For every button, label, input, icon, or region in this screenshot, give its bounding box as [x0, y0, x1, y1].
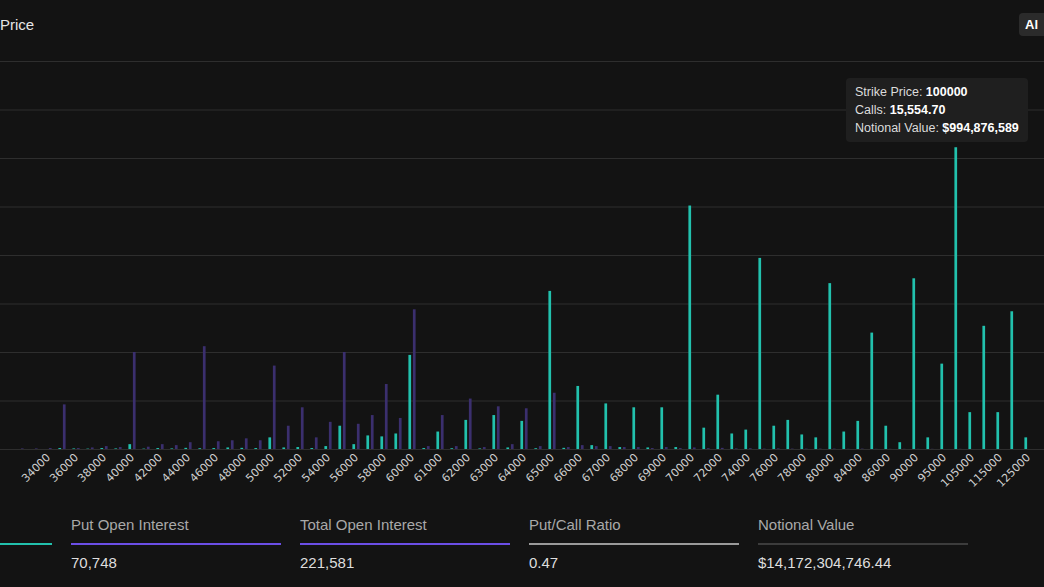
html-text:Total Open Interest: Total Open Interest: [300, 516, 427, 533]
svg-text:64000: 64000: [495, 451, 529, 485]
svg-text:74000: 74000: [719, 451, 753, 485]
svg-text:60000: 60000: [383, 451, 417, 485]
svg-text:80000: 80000: [803, 451, 837, 485]
svg-text:44000: 44000: [159, 451, 193, 485]
svg-text:58000: 58000: [355, 451, 389, 485]
svg-text:50000: 50000: [243, 451, 277, 485]
svg-text:72000: 72000: [691, 451, 725, 485]
svg-text:34000: 34000: [19, 451, 53, 485]
svg-text:65000: 65000: [523, 451, 557, 485]
html-text:Notional Value: Notional Value: [758, 516, 855, 533]
svg-text:66000: 66000: [551, 451, 585, 485]
svg-text:61000: 61000: [411, 451, 445, 485]
svg-text:46000: 46000: [187, 451, 221, 485]
html-text:Notional Value: $994,876,589: Notional Value: $994,876,589: [855, 121, 1019, 135]
html-text:Put Open Interest: Put Open Interest: [71, 516, 189, 533]
svg-text:42000: 42000: [131, 451, 165, 485]
svg-text:54000: 54000: [299, 451, 333, 485]
svg-text:68000: 68000: [607, 451, 641, 485]
svg-text:36000: 36000: [47, 451, 81, 485]
svg-text:84000: 84000: [831, 451, 865, 485]
html-text:70,748: 70,748: [71, 554, 117, 571]
svg-text:63000: 63000: [467, 451, 501, 485]
html-text:Strike Price: 100000: Strike Price: 100000: [855, 85, 968, 99]
svg-text:90000: 90000: [887, 451, 921, 485]
html-text:221,581: 221,581: [300, 554, 355, 571]
svg-text:125000: 125000: [994, 451, 1033, 490]
svg-text:95000: 95000: [915, 450, 950, 485]
html-text:Calls: 15,554.70: Calls: 15,554.70: [855, 103, 946, 117]
svg-text:78000: 78000: [775, 451, 809, 485]
svg-text:69000: 69000: [635, 451, 669, 485]
html-text:Al: Al: [1025, 17, 1038, 32]
html-text:0.47: 0.47: [529, 554, 559, 571]
svg-text:56000: 56000: [327, 451, 361, 485]
svg-text:62000: 62000: [439, 451, 473, 485]
svg-text:40000: 40000: [103, 451, 137, 485]
svg-text:105000: 105000: [938, 450, 978, 490]
svg-text:38000: 38000: [75, 451, 109, 485]
svg-text:67000: 67000: [579, 451, 613, 485]
svg-text:76000: 76000: [747, 451, 781, 485]
html-text:Put/Call Ratio: Put/Call Ratio: [529, 516, 621, 533]
html-text:$14,172,304,746.44: $14,172,304,746.44: [758, 554, 892, 571]
svg-text:86000: 86000: [859, 451, 893, 485]
svg-text:48000: 48000: [215, 451, 249, 485]
svg-text:52000: 52000: [271, 451, 305, 485]
html-text:Price: Price: [0, 16, 35, 33]
svg-text:115000: 115000: [966, 450, 1006, 490]
svg-text:70000: 70000: [663, 451, 697, 485]
